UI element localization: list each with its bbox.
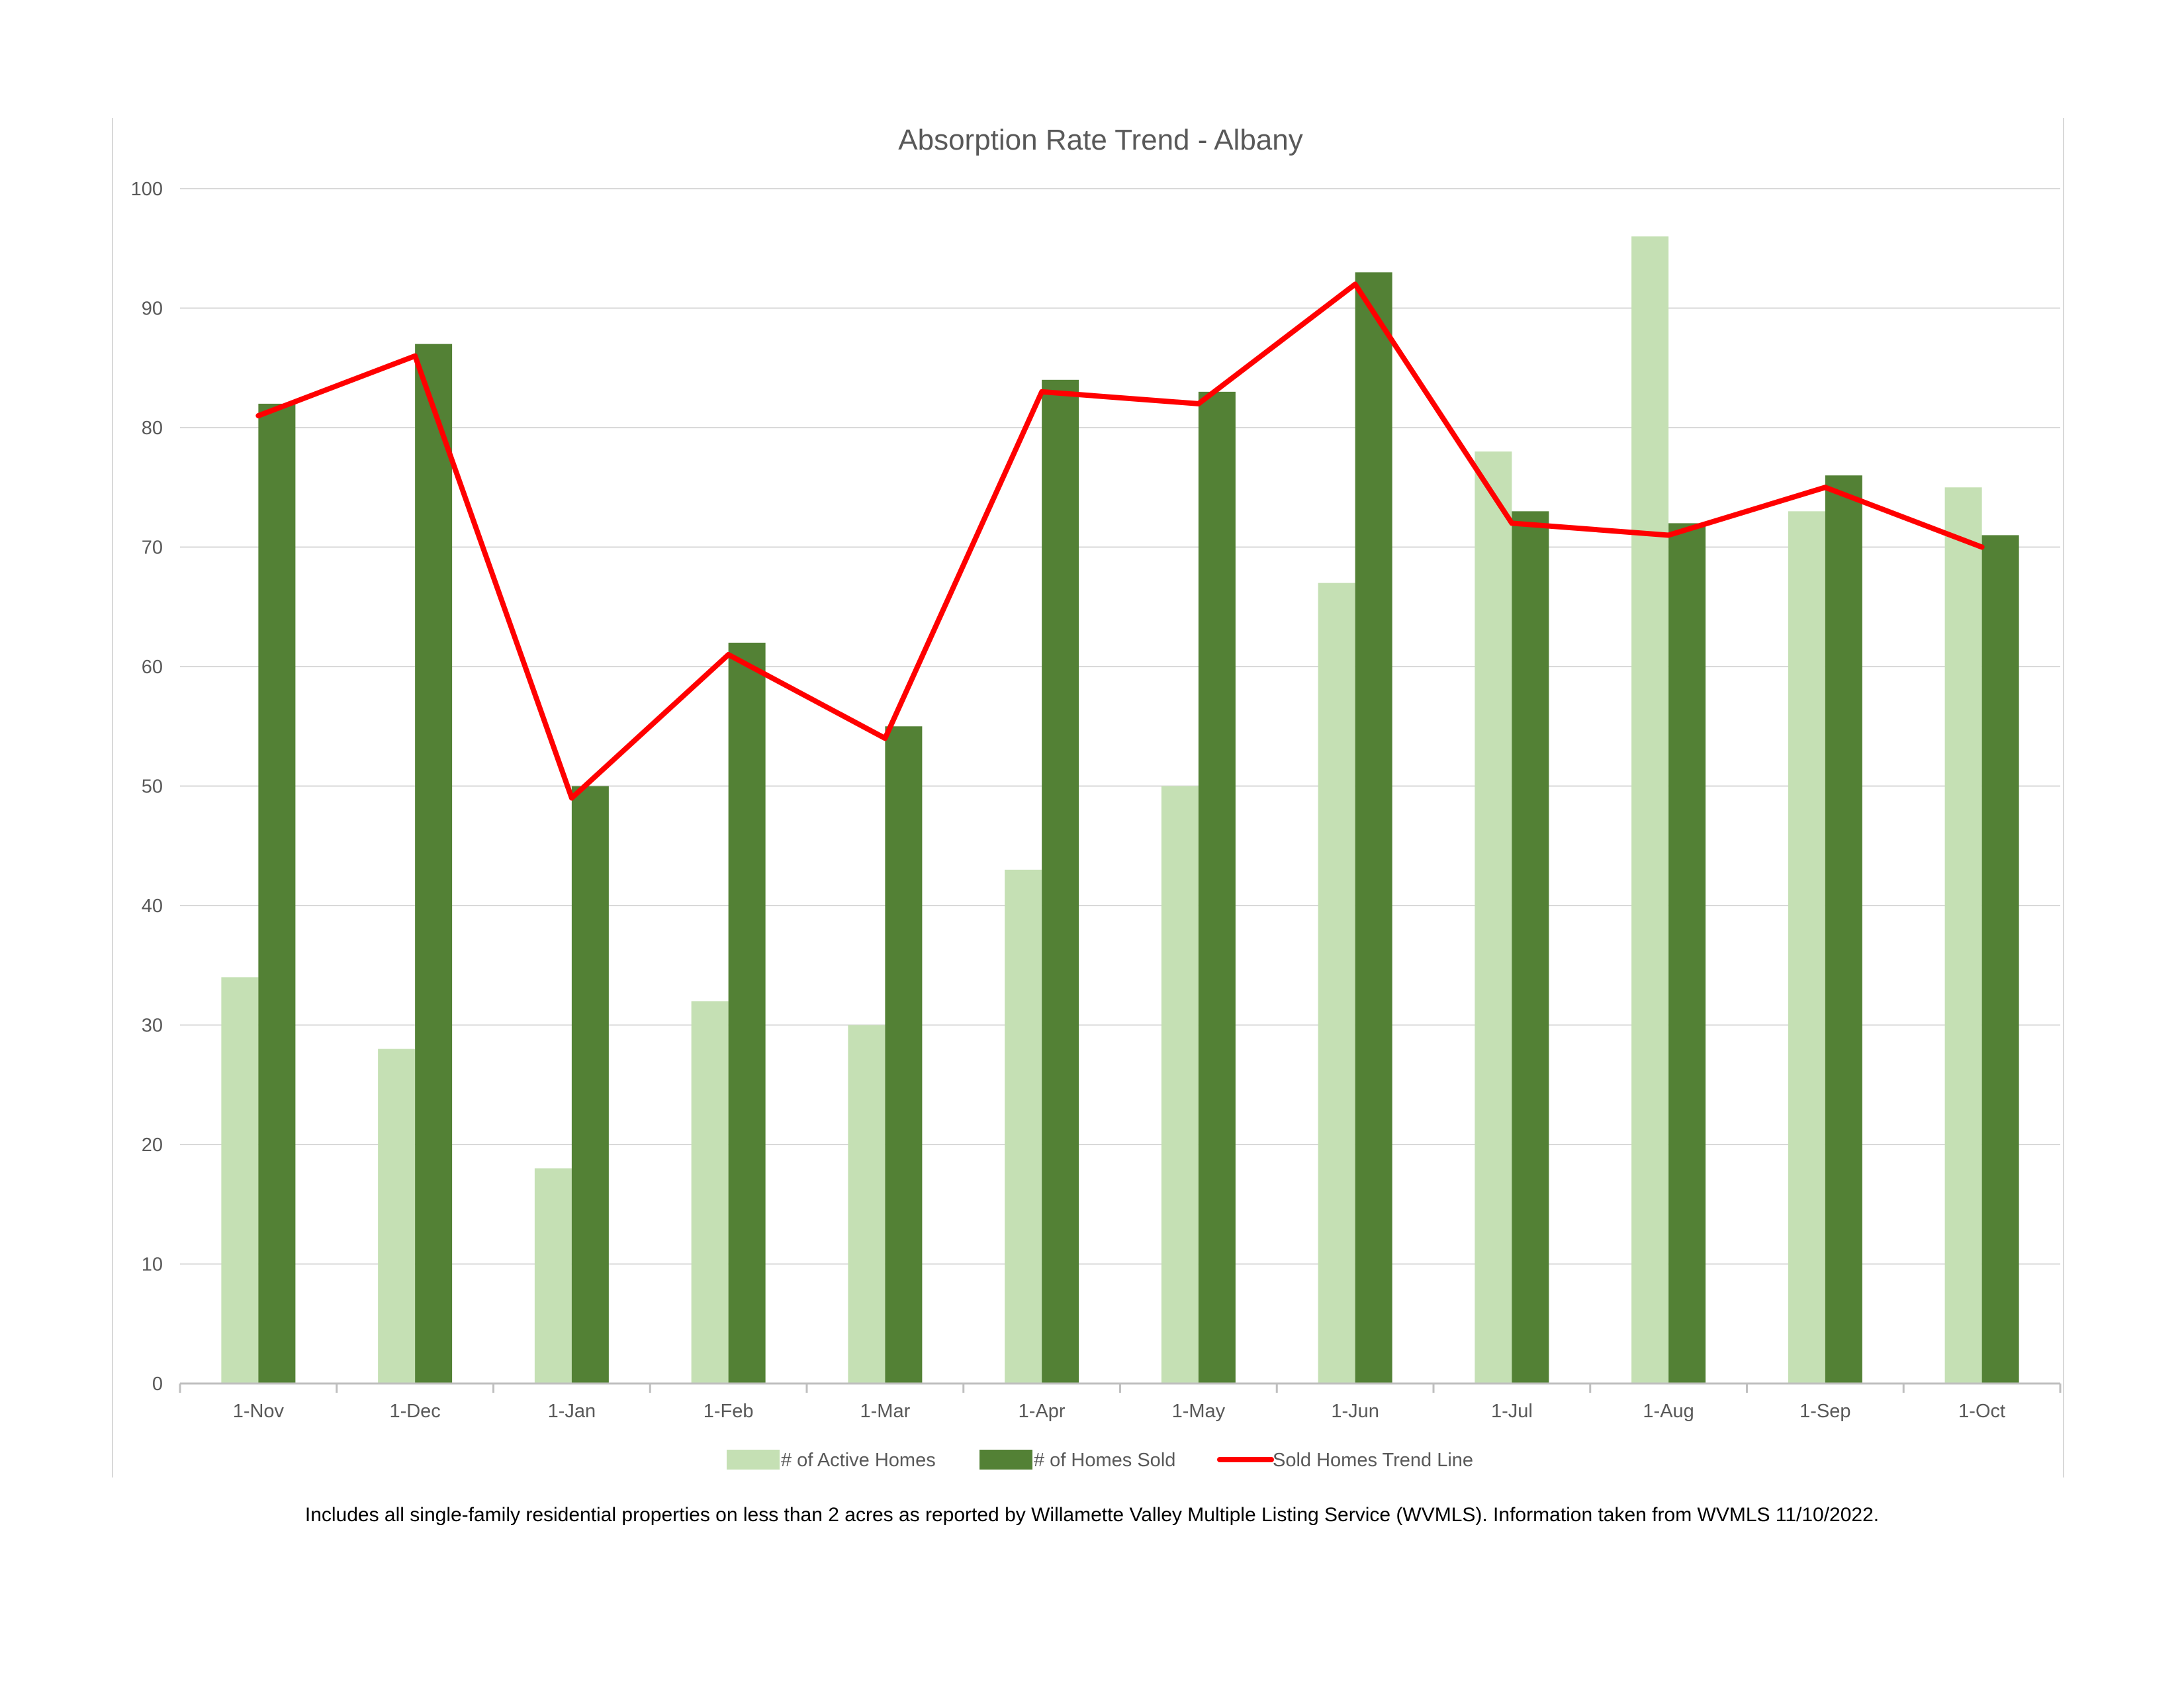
active-homes-bar (1005, 869, 1042, 1383)
y-tick-label: 70 (142, 538, 163, 559)
x-tick-label: 1-Jun (1331, 1401, 1379, 1422)
y-tick-label: 50 (142, 776, 163, 798)
y-tick-label: 90 (142, 299, 163, 320)
active-homes-bar (534, 1168, 572, 1383)
trend-line-layer (255, 281, 1985, 801)
x-tick-label: 1-Dec (389, 1401, 440, 1422)
homes-sold-bar (258, 403, 296, 1383)
y-tick-label: 0 (152, 1374, 163, 1395)
legend-swatch (727, 1450, 780, 1470)
homes-sold-bar (1825, 475, 1862, 1384)
homes-sold-bar (1668, 523, 1706, 1383)
active-homes-bar (1161, 786, 1199, 1383)
bars (221, 236, 2019, 1384)
legend: # of Active Homes # of Homes Sold Sold Hom… (727, 1450, 1473, 1471)
legend-label: # of Active Homes (781, 1450, 936, 1471)
active-homes-bar (221, 977, 259, 1383)
x-tick-label: 1-Mar (860, 1401, 911, 1422)
active-homes-bar (1318, 583, 1355, 1383)
chart-title: Absorption Rate Trend - Albany (898, 124, 1302, 156)
y-tick-label: 100 (131, 179, 163, 200)
homes-sold-bar (571, 786, 609, 1383)
x-tick-label: 1-Oct (1958, 1401, 2005, 1422)
active-homes-bar (1944, 487, 1982, 1383)
active-homes-bar (1788, 511, 1825, 1383)
y-axis-ticks: 0 10 20 30 40 50 60 70 80 90 100 (131, 179, 163, 1395)
active-homes-bar (378, 1049, 416, 1383)
x-tick-label: 1-Aug (1643, 1401, 1694, 1422)
homes-sold-bar (1198, 391, 1236, 1383)
y-tick-label: 60 (142, 657, 163, 678)
x-tick-label: 1-Jul (1491, 1401, 1533, 1422)
sold-homes-trend-line (255, 281, 1985, 801)
y-tick-label: 80 (142, 418, 163, 439)
gridlines (180, 188, 2060, 1265)
homes-sold-bar (1042, 379, 1079, 1383)
x-tick-label: 1-May (1172, 1401, 1226, 1422)
legend-swatch (979, 1450, 1032, 1470)
active-homes-bar (691, 1001, 729, 1383)
homes-sold-bar (1355, 272, 1392, 1384)
y-tick-label: 40 (142, 896, 163, 917)
homes-sold-bar (415, 344, 453, 1383)
y-tick-label: 20 (142, 1135, 163, 1156)
y-tick-label: 30 (142, 1015, 163, 1037)
legend-label: # of Homes Sold (1034, 1450, 1175, 1471)
y-tick-label: 10 (142, 1254, 163, 1276)
x-tick-label: 1-Nov (233, 1401, 285, 1422)
homes-sold-bar (1981, 535, 2019, 1384)
x-axis-ticks: 1-Nov 1-Dec 1-Jan 1-Feb 1-Mar 1-Apr 1-May 1-Jun… (179, 1383, 2062, 1422)
active-homes-bar (848, 1025, 886, 1383)
x-tick-label: 1-Jan (548, 1401, 596, 1422)
x-tick-label: 1-Sep (1799, 1401, 1850, 1422)
legend-label: Sold Homes Trend Line (1273, 1450, 1473, 1471)
footnote: Includes all single-family residential p… (304, 1504, 1880, 1526)
homes-sold-bar (1512, 511, 1549, 1383)
x-tick-label: 1-Feb (704, 1401, 754, 1422)
homes-sold-bar (885, 726, 923, 1383)
active-homes-bar (1475, 451, 1512, 1383)
homes-sold-bar (728, 642, 766, 1383)
x-tick-label: 1-Apr (1019, 1401, 1066, 1422)
active-homes-bar (1631, 236, 1669, 1384)
